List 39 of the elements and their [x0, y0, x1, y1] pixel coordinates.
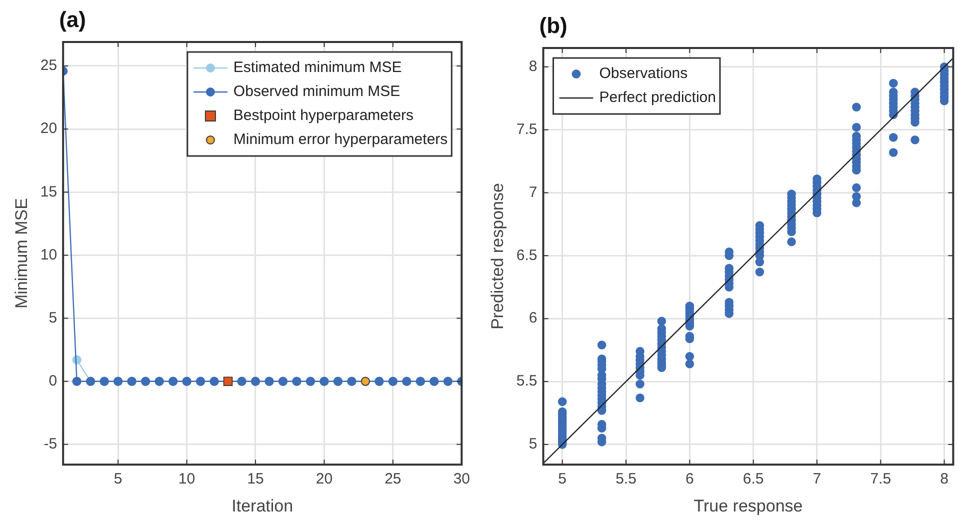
legend-label: Estimated minimum MSE — [233, 59, 402, 76]
y-tick-label: 8 — [528, 58, 538, 76]
y-tick-label: 5 — [528, 436, 538, 453]
y-tick-label: 0 — [48, 372, 58, 390]
x-tick-label: 7.5 — [870, 470, 892, 488]
y-tick-label: 10 — [40, 246, 58, 264]
x-tick-label: 15 — [247, 470, 264, 488]
y-tick-label: 5.5 — [516, 372, 538, 390]
x-tick-label: 5.5 — [616, 470, 636, 488]
x-tick-label: 20 — [316, 470, 333, 488]
x-axis-title: Iteration — [232, 496, 294, 516]
y-axis-title: Minimum MSE — [12, 198, 31, 309]
legend-label: Perfect prediction — [599, 89, 716, 106]
x-tick-label: 6 — [685, 470, 694, 488]
legend-label: Bestpoint hyperparameters — [233, 107, 414, 124]
chart-title: (a) — [59, 7, 86, 32]
x-tick-label: 25 — [384, 470, 402, 488]
legend-label: Observed minimum MSE — [233, 83, 400, 100]
y-axis-title: Predicted response — [488, 183, 507, 330]
chart-title: (b) — [539, 13, 568, 38]
x-tick-label: 8 — [940, 470, 948, 488]
y-tick-label: 7.5 — [516, 120, 538, 138]
x-axis-title: True response — [694, 496, 803, 516]
y-tick-label: 20 — [40, 120, 58, 138]
y-tick-label: 25 — [40, 57, 58, 74]
x-tick-label: 5 — [114, 470, 122, 488]
x-tick-label: 6.5 — [742, 470, 764, 488]
legend-label: Observations — [599, 65, 688, 82]
y-tick-label: 7 — [528, 184, 538, 201]
y-tick-label: 5 — [48, 309, 58, 326]
legend-label: Minimum error hyperparameters — [233, 131, 448, 148]
x-tick-label: 30 — [453, 470, 470, 488]
x-tick-label: 5 — [558, 470, 567, 488]
y-tick-label: 6 — [528, 310, 538, 327]
x-tick-label: 10 — [178, 470, 196, 488]
x-tick-label: 7 — [812, 470, 822, 488]
y-tick-label: 6.5 — [516, 246, 538, 264]
y-tick-label: -5 — [44, 436, 58, 453]
y-tick-label: 15 — [40, 183, 58, 200]
